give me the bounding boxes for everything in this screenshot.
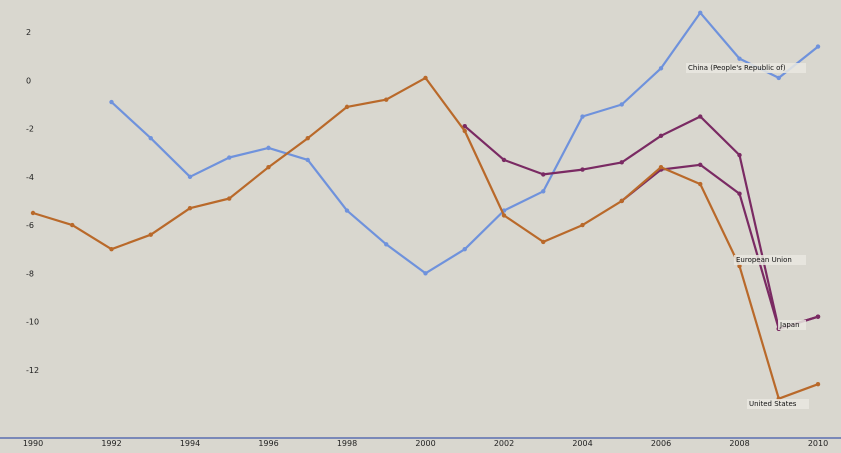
x-tick-label: 1998 <box>337 439 357 448</box>
data-point <box>658 133 664 139</box>
data-point <box>227 155 232 160</box>
x-tick-label: 1994 <box>180 439 200 448</box>
data-point <box>698 10 703 16</box>
data-point <box>384 242 389 247</box>
y-tick-label: -10 <box>26 318 39 327</box>
y-tick-label: -12 <box>26 366 39 375</box>
series-label: Japan <box>779 321 800 329</box>
data-point <box>148 136 153 141</box>
series-label-bg <box>686 63 806 73</box>
data-point <box>541 172 546 177</box>
data-point <box>580 167 585 172</box>
data-point <box>737 191 742 196</box>
y-tick-label: -6 <box>26 221 34 230</box>
data-point <box>70 222 75 228</box>
data-point <box>815 314 821 319</box>
data-point <box>344 104 350 110</box>
series-label-bg <box>734 255 806 265</box>
data-point <box>619 198 624 204</box>
data-point <box>619 102 624 107</box>
data-point <box>815 382 821 387</box>
series-label: United States <box>749 400 797 408</box>
data-point <box>187 174 193 180</box>
data-point <box>187 205 193 211</box>
data-point <box>305 157 310 163</box>
series-label: China (People's Republic of) <box>688 64 786 72</box>
x-tick-label: 1996 <box>258 439 278 448</box>
y-tick-label: 0 <box>26 76 31 85</box>
data-point <box>658 164 664 170</box>
data-point <box>344 208 350 213</box>
data-point <box>698 181 703 187</box>
x-tick-label: 2010 <box>808 439 828 448</box>
data-point <box>462 246 467 252</box>
data-point <box>501 213 507 218</box>
data-point <box>541 189 546 194</box>
data-point <box>462 123 467 129</box>
x-tick-label: 2004 <box>572 439 592 448</box>
data-point <box>501 157 507 163</box>
data-point <box>30 210 36 216</box>
y-tick-label: -8 <box>26 269 34 278</box>
x-tick-label: 2008 <box>729 439 749 448</box>
data-point <box>580 222 585 228</box>
data-point <box>109 246 114 252</box>
data-point <box>109 99 114 105</box>
y-tick-label: -2 <box>26 125 34 134</box>
data-point <box>698 114 703 119</box>
data-point <box>305 136 310 141</box>
series-line-1 <box>464 115 819 330</box>
data-point <box>266 164 271 170</box>
y-tick-label: -4 <box>26 173 34 182</box>
x-tick-label: 2002 <box>494 439 514 448</box>
data-point <box>580 114 585 119</box>
data-point <box>423 75 428 81</box>
series-label-bg <box>747 399 809 409</box>
data-point <box>815 44 821 49</box>
data-point <box>619 160 624 165</box>
y-tick-label: 2 <box>26 28 31 37</box>
x-tick-label: 1990 <box>23 439 43 448</box>
data-point <box>266 145 271 151</box>
data-point <box>384 97 389 102</box>
data-point <box>737 56 742 61</box>
data-point <box>658 66 664 71</box>
data-point <box>423 271 428 276</box>
data-point <box>737 152 742 158</box>
data-point <box>776 75 781 81</box>
series-label: European Union <box>736 256 792 264</box>
x-tick-label: 2006 <box>651 439 671 448</box>
data-point <box>462 128 467 134</box>
data-point <box>541 239 546 245</box>
data-point <box>698 162 703 167</box>
x-tick-label: 2000 <box>415 439 435 448</box>
data-point <box>148 232 153 237</box>
x-tick-label: 1992 <box>101 439 121 448</box>
data-point <box>227 196 232 201</box>
series-label-bg <box>778 320 806 330</box>
